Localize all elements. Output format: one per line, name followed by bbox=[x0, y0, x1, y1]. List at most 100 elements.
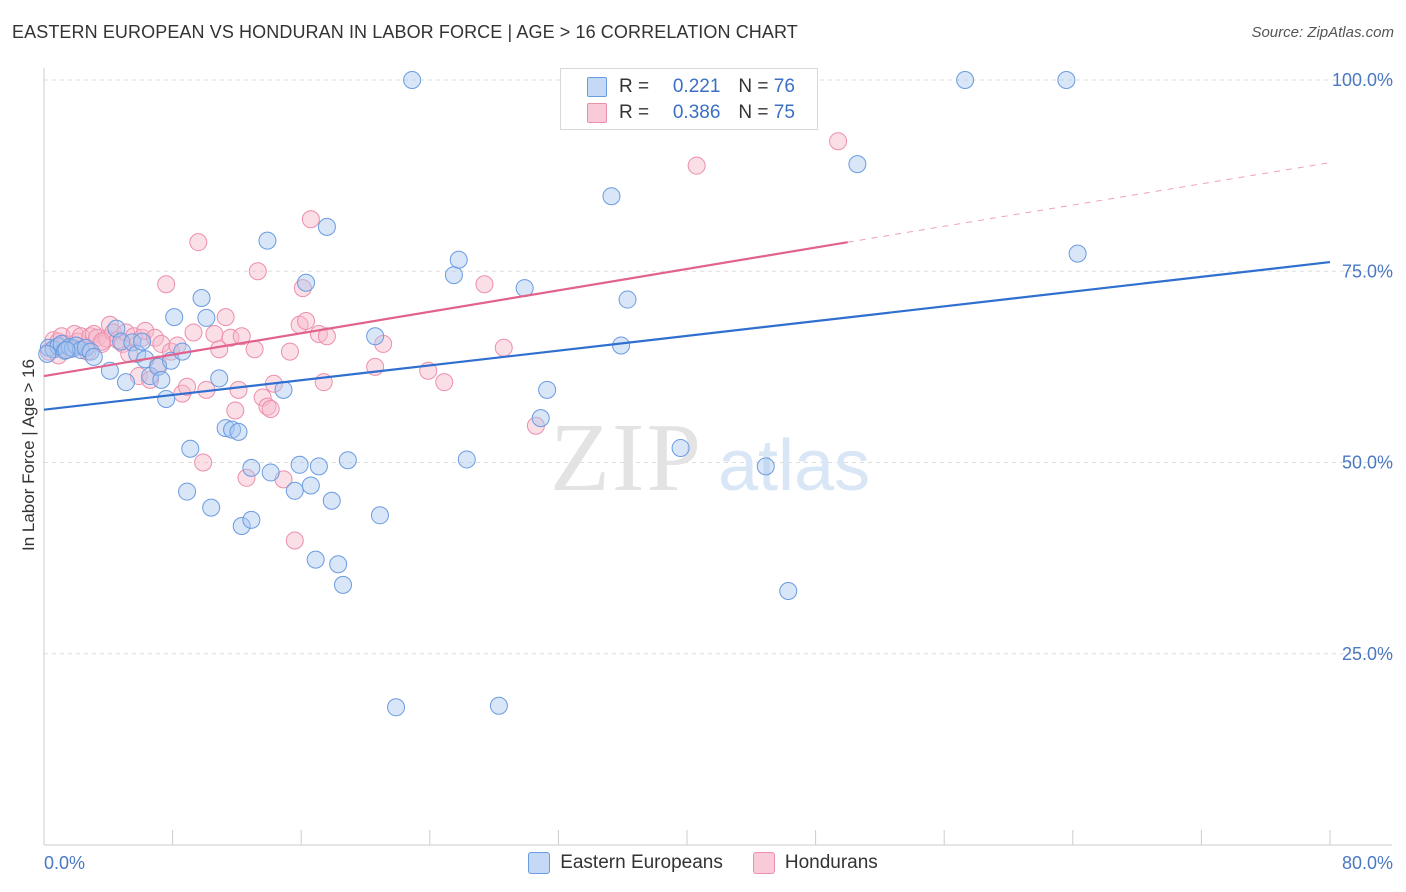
legend-n-label: N = bbox=[738, 76, 769, 97]
data-point-eastern bbox=[38, 344, 57, 363]
data-point-eastern bbox=[403, 71, 422, 89]
data-point-eastern bbox=[116, 373, 135, 392]
legend-n-value: 76 bbox=[773, 76, 795, 97]
data-point-eastern bbox=[197, 308, 216, 327]
data-point-eastern bbox=[366, 327, 385, 346]
data-point-honduran bbox=[301, 210, 320, 229]
data-point-eastern bbox=[317, 217, 336, 236]
data-point-honduran bbox=[317, 327, 336, 346]
data-point-eastern bbox=[848, 155, 867, 174]
y-tick-label: 100.0% bbox=[1332, 70, 1393, 90]
data-point-honduran bbox=[221, 328, 240, 347]
trend-line-honduran-extension bbox=[847, 162, 1331, 243]
data-point-eastern bbox=[387, 698, 406, 717]
data-point-eastern bbox=[531, 409, 550, 428]
data-point-eastern bbox=[297, 273, 316, 292]
data-point-honduran bbox=[205, 324, 224, 343]
x-tick-label: 0.0% bbox=[44, 853, 85, 873]
data-point-honduran bbox=[189, 233, 208, 252]
data-point-eastern bbox=[290, 455, 309, 474]
data-point-eastern bbox=[618, 290, 637, 309]
data-point-eastern bbox=[210, 369, 229, 388]
legend-row-honduran: R = 0.386 N = 75 bbox=[587, 101, 795, 125]
axes bbox=[43, 68, 1392, 846]
data-point-eastern bbox=[157, 390, 176, 409]
tick-labels: 25.0% 50.0% 75.0% 100.0% 0.0% 80.0% bbox=[44, 70, 1393, 873]
data-point-eastern bbox=[309, 457, 328, 476]
legend-item-honduran[interactable]: Hondurans bbox=[752, 852, 878, 874]
legend-swatch-eastern bbox=[528, 852, 551, 874]
stats-legend: R = 0.221 N = 76 R = 0.386 N = 75 bbox=[560, 68, 818, 130]
data-point-honduran bbox=[280, 342, 299, 361]
data-point-eastern bbox=[181, 439, 200, 458]
data-point-eastern bbox=[1068, 244, 1087, 263]
data-point-honduran bbox=[261, 399, 280, 418]
data-point-honduran bbox=[216, 308, 235, 327]
legend-r-value: 0.386 bbox=[672, 102, 721, 123]
data-point-honduran bbox=[687, 156, 706, 175]
data-point-honduran bbox=[248, 262, 267, 281]
series-eastern-europeans bbox=[38, 71, 1087, 717]
source-label: Source: ZipAtlas.com bbox=[1251, 24, 1394, 41]
data-point-eastern bbox=[671, 438, 690, 457]
legend-n-value: 75 bbox=[773, 102, 795, 123]
data-point-eastern bbox=[449, 250, 468, 269]
data-point-honduran bbox=[475, 275, 494, 294]
data-point-eastern bbox=[329, 555, 348, 574]
series-legend: Eastern Europeans Hondurans bbox=[0, 852, 1406, 874]
data-point-eastern bbox=[242, 510, 261, 529]
data-point-honduran bbox=[232, 327, 251, 346]
data-point-eastern bbox=[602, 187, 621, 206]
data-point-eastern bbox=[779, 582, 798, 601]
data-point-eastern bbox=[612, 336, 631, 355]
data-point-eastern bbox=[192, 289, 211, 308]
data-point-eastern bbox=[306, 550, 325, 569]
legend-label-eastern: Eastern Europeans bbox=[560, 852, 723, 873]
data-point-eastern bbox=[756, 457, 775, 476]
data-point-honduran bbox=[293, 279, 312, 298]
legend-r-label: R = bbox=[619, 102, 650, 123]
legend-r-value: 0.221 bbox=[672, 76, 721, 97]
trend-lines bbox=[43, 162, 1331, 411]
data-point-honduran bbox=[829, 132, 848, 151]
legend-item-eastern[interactable]: Eastern Europeans bbox=[528, 852, 723, 874]
legend-n-label: N = bbox=[738, 102, 769, 123]
data-point-honduran bbox=[226, 401, 245, 420]
trend-line-eastern bbox=[43, 260, 1331, 411]
legend-swatch-eastern bbox=[587, 77, 607, 97]
data-point-honduran bbox=[229, 380, 248, 399]
data-point-honduran bbox=[494, 338, 513, 357]
data-point-honduran bbox=[258, 397, 277, 416]
y-tick-label: 75.0% bbox=[1342, 261, 1393, 281]
data-point-eastern bbox=[60, 337, 79, 356]
y-axis-label: In Labor Force | Age > 16 bbox=[19, 359, 38, 551]
data-point-honduran bbox=[136, 321, 155, 340]
data-point-eastern bbox=[538, 380, 557, 399]
data-point-eastern bbox=[489, 696, 508, 715]
data-point-eastern bbox=[165, 308, 184, 327]
x-tick-label: 80.0% bbox=[1342, 853, 1393, 873]
data-point-eastern bbox=[338, 451, 357, 470]
data-point-eastern bbox=[229, 422, 248, 441]
y-tick-label: 25.0% bbox=[1342, 644, 1393, 664]
watermark-zip: ZIP bbox=[550, 404, 703, 512]
data-point-eastern bbox=[242, 458, 261, 477]
data-point-eastern bbox=[152, 370, 171, 389]
data-point-eastern bbox=[202, 498, 221, 517]
data-point-eastern bbox=[333, 575, 352, 594]
legend-label-honduran: Hondurans bbox=[784, 852, 878, 873]
data-point-eastern bbox=[261, 463, 280, 482]
data-point-eastern bbox=[178, 482, 197, 501]
data-point-honduran bbox=[184, 323, 203, 342]
data-point-honduran bbox=[178, 377, 197, 396]
chart-title: EASTERN EUROPEAN VS HONDURAN IN LABOR FO… bbox=[12, 22, 798, 42]
data-point-honduran bbox=[285, 531, 304, 550]
data-point-eastern bbox=[370, 506, 389, 525]
data-point-eastern bbox=[84, 347, 103, 366]
legend-swatch-honduran bbox=[587, 103, 607, 123]
data-point-eastern bbox=[285, 481, 304, 500]
legend-row-eastern: R = 0.221 N = 76 bbox=[587, 75, 795, 99]
data-point-eastern bbox=[444, 266, 463, 285]
data-point-honduran bbox=[92, 332, 111, 351]
